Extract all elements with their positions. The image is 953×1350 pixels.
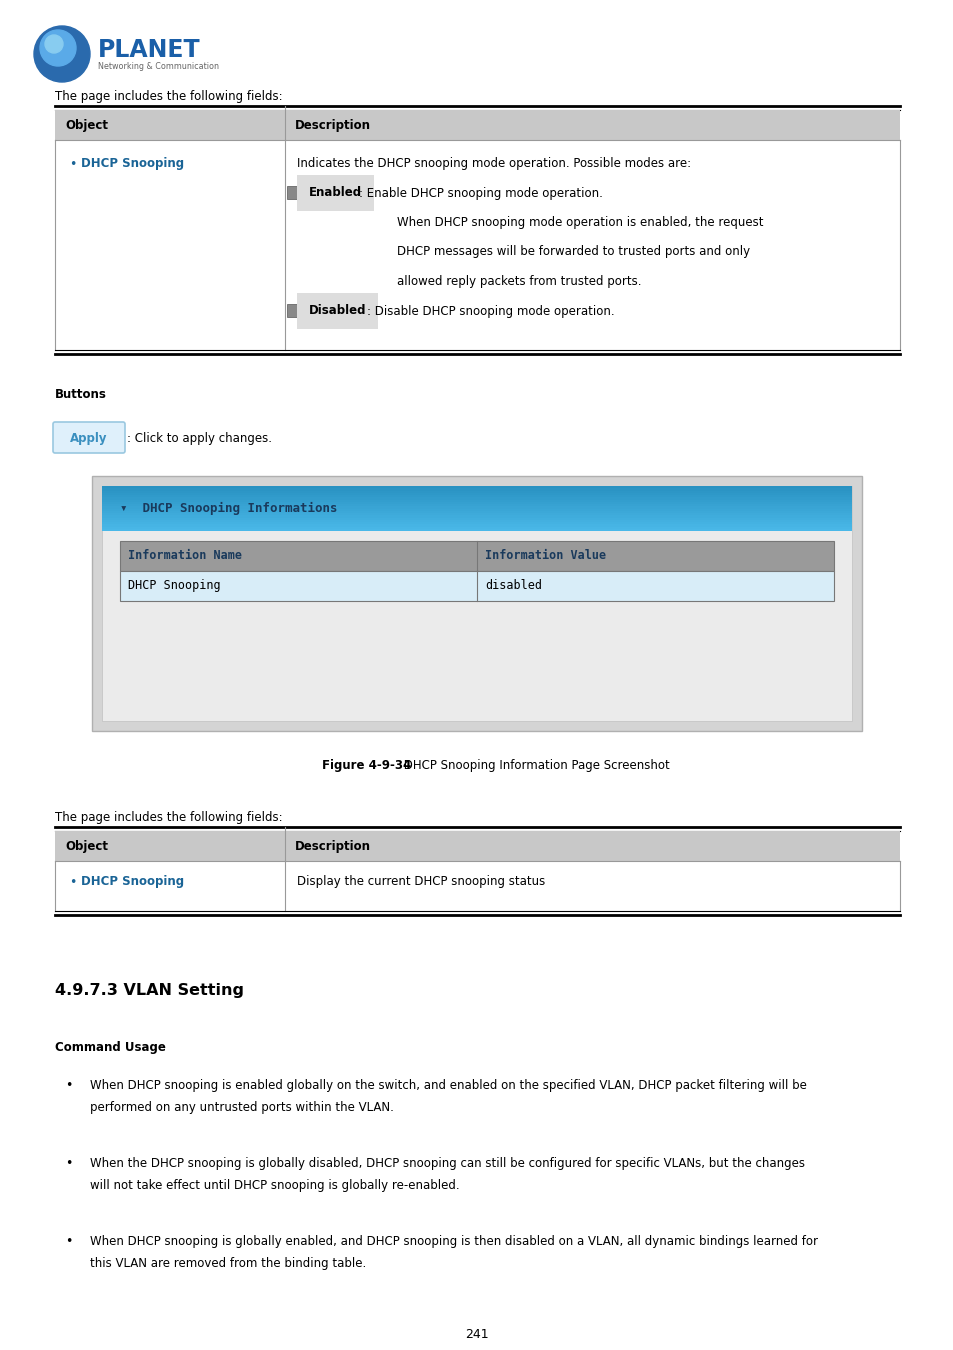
FancyBboxPatch shape [102,528,851,531]
Text: 4.9.7.3 VLAN Setting: 4.9.7.3 VLAN Setting [55,983,244,998]
Text: The page includes the following fields:: The page includes the following fields: [55,811,282,824]
Text: will not take effect until DHCP snooping is globally re-enabled.: will not take effect until DHCP snooping… [90,1179,459,1192]
Text: Information Value: Information Value [484,549,605,562]
Text: Figure 4-9-34: Figure 4-9-34 [322,759,412,772]
Text: The page includes the following fields:: The page includes the following fields: [55,90,282,103]
Text: : Click to apply changes.: : Click to apply changes. [127,432,272,444]
FancyBboxPatch shape [102,504,851,506]
FancyBboxPatch shape [102,517,851,520]
FancyBboxPatch shape [102,493,851,495]
Text: DHCP Snooping: DHCP Snooping [81,157,184,170]
Circle shape [40,30,76,66]
Text: When DHCP snooping is enabled globally on the switch, and enabled on the specifi: When DHCP snooping is enabled globally o… [90,1079,806,1092]
FancyBboxPatch shape [287,185,299,198]
Text: Command Usage: Command Usage [55,1041,166,1054]
Circle shape [45,35,63,53]
FancyBboxPatch shape [102,520,851,522]
Text: When DHCP snooping mode operation is enabled, the request: When DHCP snooping mode operation is ena… [396,216,762,230]
FancyBboxPatch shape [55,109,899,140]
Text: Buttons: Buttons [55,387,107,401]
FancyBboxPatch shape [120,541,833,571]
FancyBboxPatch shape [102,494,851,497]
Text: Description: Description [294,119,371,132]
FancyBboxPatch shape [102,490,851,493]
Text: •: • [65,1079,72,1092]
Text: DHCP Snooping: DHCP Snooping [81,875,184,888]
FancyBboxPatch shape [53,423,125,454]
FancyBboxPatch shape [102,497,851,500]
Text: Disabled: Disabled [309,305,366,317]
Text: this VLAN are removed from the binding table.: this VLAN are removed from the binding t… [90,1257,366,1270]
Text: •: • [65,1235,72,1247]
Text: : Disable DHCP snooping mode operation.: : Disable DHCP snooping mode operation. [366,305,614,317]
Text: Object: Object [65,840,108,853]
Text: When the DHCP snooping is globally disabled, DHCP snooping can still be configur: When the DHCP snooping is globally disab… [90,1157,804,1170]
Text: •: • [65,1157,72,1170]
FancyBboxPatch shape [102,524,851,527]
FancyBboxPatch shape [91,477,862,730]
FancyBboxPatch shape [102,510,851,513]
Text: Indicates the DHCP snooping mode operation. Possible modes are:: Indicates the DHCP snooping mode operati… [296,157,690,170]
Text: PLANET: PLANET [98,38,200,62]
FancyBboxPatch shape [102,513,851,516]
Text: : Enable DHCP snooping mode operation.: : Enable DHCP snooping mode operation. [359,186,602,200]
FancyBboxPatch shape [55,832,899,861]
FancyBboxPatch shape [102,514,851,517]
Text: 241: 241 [465,1328,488,1341]
Text: disabled: disabled [484,579,541,593]
Text: DHCP Snooping Information Page Screenshot: DHCP Snooping Information Page Screensho… [400,759,670,772]
Text: allowed reply packets from trusted ports.: allowed reply packets from trusted ports… [396,275,640,288]
FancyBboxPatch shape [102,506,851,509]
Text: performed on any untrusted ports within the VLAN.: performed on any untrusted ports within … [90,1102,394,1114]
Text: •: • [69,158,76,171]
Text: Networking & Communication: Networking & Communication [98,62,219,72]
Text: DHCP Snooping: DHCP Snooping [128,579,220,593]
FancyBboxPatch shape [102,487,851,490]
Text: Enabled: Enabled [309,186,362,200]
FancyBboxPatch shape [102,521,851,524]
FancyBboxPatch shape [102,486,851,489]
FancyBboxPatch shape [287,304,299,316]
FancyBboxPatch shape [102,508,851,510]
Text: When DHCP snooping is globally enabled, and DHCP snooping is then disabled on a : When DHCP snooping is globally enabled, … [90,1235,817,1247]
Text: Object: Object [65,119,108,132]
Text: Apply: Apply [71,432,108,444]
Text: Description: Description [294,840,371,853]
FancyBboxPatch shape [102,501,851,504]
FancyBboxPatch shape [102,500,851,502]
FancyBboxPatch shape [102,526,851,529]
Text: •: • [69,876,76,890]
Text: Display the current DHCP snooping status: Display the current DHCP snooping status [296,875,545,888]
Text: Information Name: Information Name [128,549,242,562]
Text: DHCP messages will be forwarded to trusted ports and only: DHCP messages will be forwarded to trust… [396,246,749,258]
Text: ▾  DHCP Snooping Informations: ▾ DHCP Snooping Informations [120,502,337,516]
FancyBboxPatch shape [102,486,851,721]
FancyBboxPatch shape [120,571,833,601]
Circle shape [34,26,90,82]
